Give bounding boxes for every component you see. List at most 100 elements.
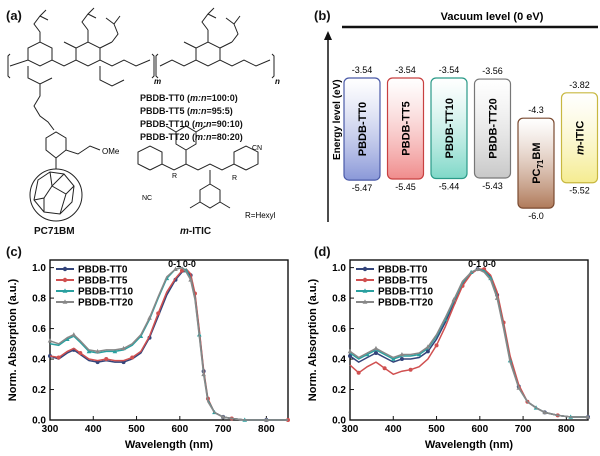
x-tick-label-3: 600 [171,424,188,435]
lumo-label-2: -3.54 [439,65,460,75]
legend-marker-1 [62,277,68,283]
y-axis-label: Norm. Absorption (a.u.) [307,278,319,401]
nc-label: NC [142,195,152,202]
material-name-0: PBDB-TT0 [357,102,369,156]
series-3-point-12 [451,297,457,302]
series-3-point-18 [494,295,500,300]
homo-label-3: -5.43 [482,181,503,191]
legend-marker-3 [362,299,368,304]
series-1-point-10 [434,343,439,348]
y-tick-label-2: 0.4 [332,355,346,366]
ratio-line-3: PBDB-TT20 (m:n=80:20) [140,131,243,144]
series-3-point-3 [373,345,379,351]
homo-label-0: -5.47 [352,183,373,193]
m-itic-name: m-ITIC [180,226,211,237]
series-3-point-24 [542,409,548,415]
material-name-2: PBDB-TT10 [444,98,456,159]
lumo-label-0: -3.54 [352,65,373,75]
series-3-point-27 [264,417,269,422]
series-3-point-9 [121,345,126,351]
y-tick-label-3: 0.6 [332,324,346,335]
series-2-point-8 [416,351,422,357]
series-3-point-15 [173,266,178,271]
y-tick-label-1: 0.2 [332,385,346,396]
series-3-point-24 [220,414,226,419]
absorption-chart-c: 300 400 500 600 700 800 0.0 0.2 0.4 0.6 0.8 1.0 Wave… [7,259,290,451]
series-3-point-3 [71,332,77,337]
legend-label-0: PBDB-TT0 [378,265,428,276]
x-axis-label: Wavelength (nm) [425,439,514,451]
ratio-name-0: PBDB-TT0 [140,93,185,103]
lumo-label-3: -3.56 [482,66,503,76]
energy-axis-label: Energy level (eV) [332,79,343,160]
lumo-label-1: -3.54 [395,65,416,75]
series-3-point-12 [147,315,152,320]
series-2-point-2 [365,351,370,357]
r-hexyl-label: R=Hexyl [245,211,276,220]
vibronic-annotation-1: 0-0 [483,259,496,269]
energy-box-5: -3.82 -5.52 m-ITIC [560,80,599,196]
x-tick-label-5: 800 [258,424,275,435]
vibronic-annotation-0: 0-1 [468,259,481,269]
vibronic-annotation-1: 0-0 [183,259,196,269]
energy-level-diagram: Vacuum level (0 eV) Energy level (eV) -3… [324,11,599,222]
series-0-point-0 [348,354,352,358]
y-tick-label-5: 1.0 [32,263,46,274]
legend-marker-0 [362,266,368,272]
ratio-var-0: m:n [190,93,207,103]
series-0-point-6 [399,357,404,362]
y-tick-label-4: 0.8 [332,294,346,305]
ratio-var-2: m:n [195,119,212,129]
copolymer-ratio-list: PBDB-TT0 (m:n=100:0) PBDB-TT5 (m:n=95:5)… [140,92,243,144]
panel-label-b: (b) [314,8,331,23]
energy-box-4: -4.3 -6.0 PC71BM [517,105,555,221]
series-1-point-7 [408,367,413,372]
homo-label-4: -6.0 [528,211,544,221]
y-tick-label-4: 0.8 [32,294,46,305]
legend-marker-2 [62,288,68,293]
pc71bm-name: PC71BM [34,226,75,237]
series-1-point-4 [382,366,387,371]
series-3-point-6 [95,348,100,354]
series-2-point-2 [65,336,70,342]
series-3-point-21 [201,371,206,377]
m-subscript: m [154,77,161,86]
series-3-point-27 [585,414,591,419]
r-label-2: R [232,175,237,182]
energy-box-2: -3.54 -5.44 PBDB-TT10 [430,65,468,192]
ratio-var-3: m:n [195,132,212,142]
material-name-1: PBDB-TT5 [401,101,413,155]
x-tick-label-2: 500 [428,424,445,435]
energy-box-rect-5 [560,92,599,184]
legend-label-1: PBDB-TT5 [378,276,428,287]
legend-label-1: PBDB-TT5 [78,276,128,287]
x-tick-label-5: 800 [558,424,575,435]
legend-label-3: PBDB-TT20 [378,298,433,309]
x-tick-label-3: 600 [471,424,488,435]
series-2-point-5 [86,348,92,354]
energy-box-1: -3.54 -5.45 PBDB-TT5 [386,65,425,192]
legend-label-2: PBDB-TT10 [78,287,133,298]
series-3-point-9 [425,344,431,349]
series-line-3 [349,268,588,418]
cn-label: CN [252,145,262,152]
series-1-point-13 [156,311,161,316]
y-tick-label-3: 0.6 [32,324,46,335]
ratio-name-1: PBDB-TT5 [140,106,185,116]
series-1-point-7 [104,357,109,362]
ratio-value-3: =80:20) [211,132,243,142]
series-3-point-21 [516,385,522,390]
y-tick-label-0: 0.0 [332,416,346,427]
ratio-prefix-0: ( [184,93,190,103]
series-3-point-0 [47,338,53,343]
energy-axis-arrow [324,31,332,40]
series-line-3 [49,266,288,421]
ratio-prefix-2: ( [189,119,196,129]
panel-label-a: (a) [6,8,22,23]
ratio-name-2: PBDB-TT10 [140,119,190,129]
ratio-var-1: m:n [190,106,207,116]
series-1-point-1 [56,355,61,360]
x-tick-label-0: 300 [342,424,359,435]
energy-box-0: -3.54 -5.47 PBDB-TT0 [343,65,381,193]
